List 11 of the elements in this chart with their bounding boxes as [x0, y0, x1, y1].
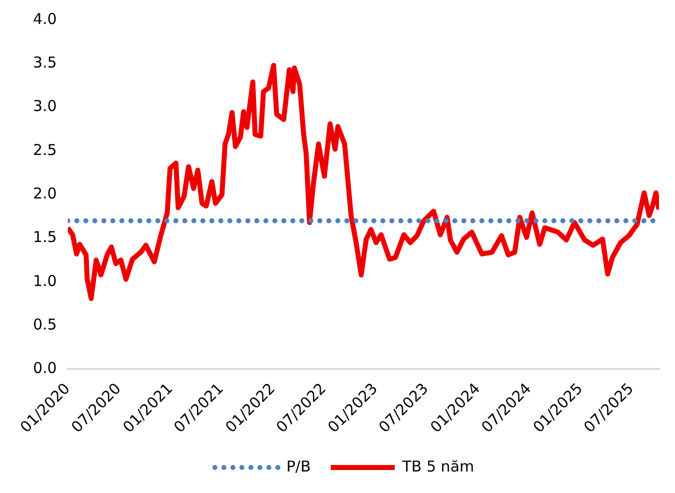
y-tick-label: 2.0	[32, 184, 57, 202]
y-tick-label: 1.5	[32, 228, 57, 246]
y-tick-label: 0.5	[32, 315, 57, 334]
y-tick-label: 0.0	[32, 359, 57, 378]
y-tick-label: 3.5	[32, 54, 57, 72]
legend-label: TB 5 năm	[401, 457, 474, 476]
y-tick-label: 4.0	[32, 10, 57, 28]
y-tick-label: 1.0	[32, 272, 57, 290]
y-tick-label: 2.5	[32, 140, 57, 159]
legend-label: P/B	[286, 457, 311, 476]
y-tick-label: 3.0	[32, 97, 57, 116]
